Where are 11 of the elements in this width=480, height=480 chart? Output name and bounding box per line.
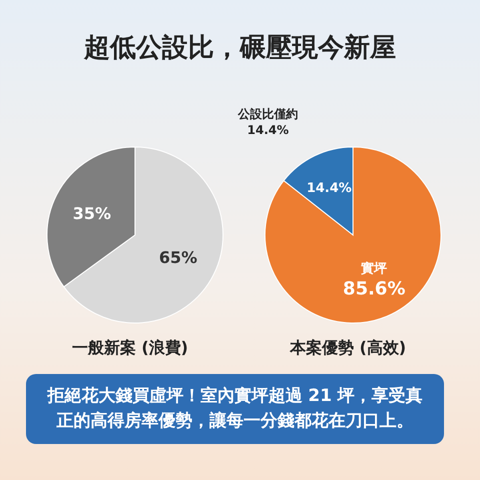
slice-label: 實坪 [361, 260, 388, 277]
data-label: 35% [72, 204, 112, 224]
data-label: 85.6% [342, 278, 406, 300]
text: 公設比僅約 14.4% [238, 106, 298, 138]
data-label: 14.4% [306, 180, 352, 196]
text: 拒絕花大錢買虛坪！室內實坪超過 21 坪，享受真正的高得房率優勢，讓每一分錢都花在刀口上。 [26, 374, 444, 444]
pie-slice [264, 146, 442, 324]
data-label: 65% [158, 248, 198, 267]
text: 本案優勢 (高效) [288, 338, 408, 359]
chart-title: 超低公設比，碾壓現今新屋 [82, 32, 397, 65]
text: 一般新案 (浪費) [70, 338, 190, 359]
